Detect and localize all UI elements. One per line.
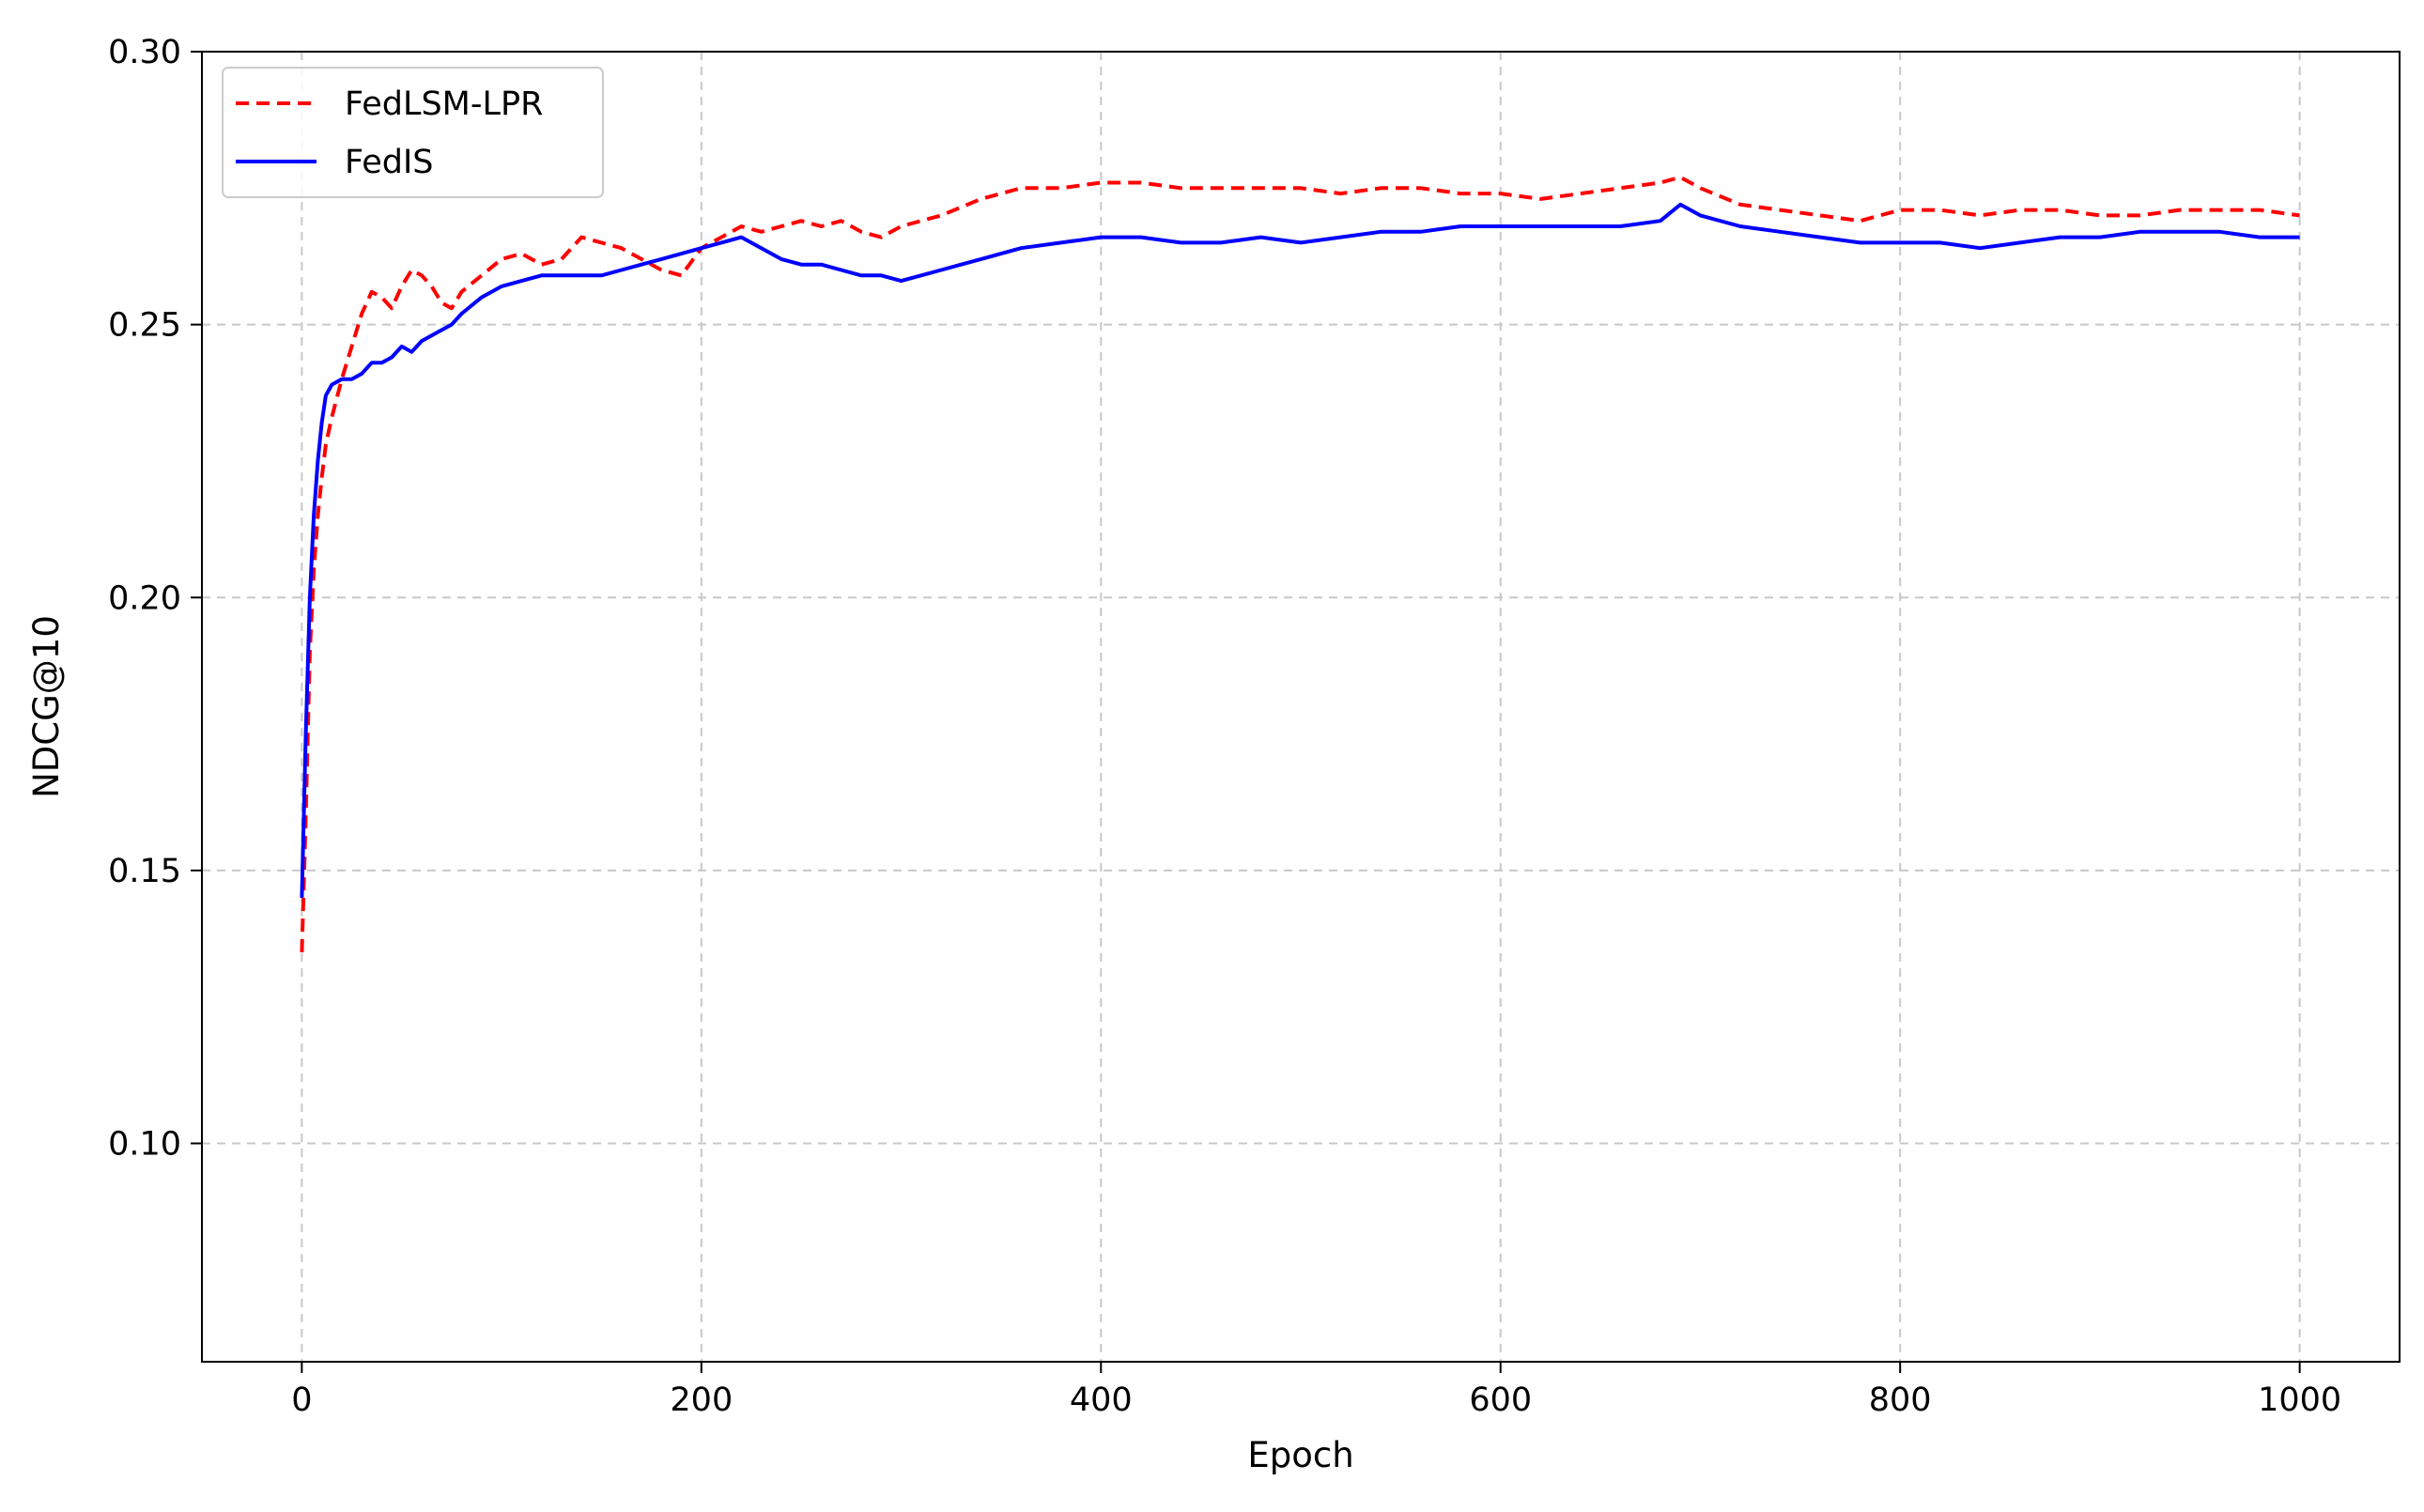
axis-ticks: 0 200 400 600 800 1000 0.10 0.15 0.20 0.25 0.30 [108, 34, 2341, 1419]
series-line-fedlsm-lpr [300, 175, 2300, 953]
legend-label-fedlsm-lpr: FedLSM-LPR [345, 85, 543, 123]
x-axis-title: Epoch [1247, 1435, 1353, 1475]
y-tick-label: 0.25 [108, 307, 181, 345]
y-tick-label: 0.10 [108, 1126, 181, 1164]
legend-label-fedis: FedIS [345, 144, 434, 181]
y-tick-label: 0.20 [108, 579, 181, 617]
x-tick-label: 400 [1070, 1381, 1133, 1419]
y-axis-title: NDCG@10 [26, 615, 67, 798]
y-tick-label: 0.30 [108, 34, 181, 71]
series-line-fedis [300, 202, 2300, 898]
legend: FedLSM-LPR FedIS [222, 67, 604, 198]
x-tick-label: 0 [291, 1381, 312, 1419]
x-tick-label: 1000 [2258, 1381, 2341, 1419]
series-layer [300, 175, 2300, 953]
x-tick-label: 800 [1869, 1381, 1932, 1419]
legend-box [222, 67, 604, 198]
x-tick-label: 600 [1469, 1381, 1532, 1419]
axes-frame [201, 51, 2401, 1363]
y-tick-label: 0.15 [108, 853, 181, 890]
x-tick-label: 200 [670, 1381, 733, 1419]
